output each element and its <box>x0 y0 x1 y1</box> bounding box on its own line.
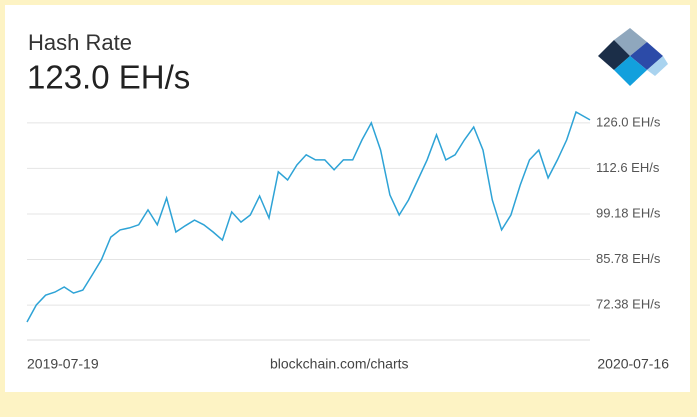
logo <box>598 28 668 86</box>
data-line <box>26 110 591 323</box>
headline: 123.0 EH/s <box>27 59 190 96</box>
x-tick-label: 2020-07-16 <box>597 356 669 372</box>
y-tick-label: 126.0 EH/s <box>596 114 661 129</box>
y-tick-label: 112.6 EH/s <box>596 160 660 175</box>
source: blockchain.com/charts <box>270 356 409 372</box>
x-tick-label: 2019-07-19 <box>27 356 99 372</box>
card <box>5 5 690 392</box>
y-tick-label: 72.38 EH/s <box>596 297 661 312</box>
chart-title: Hash Rate <box>28 30 132 55</box>
y-tick-label: 99.18 EH/s <box>596 205 661 220</box>
y-tick-label: 85.78 EH/s <box>596 251 661 266</box>
